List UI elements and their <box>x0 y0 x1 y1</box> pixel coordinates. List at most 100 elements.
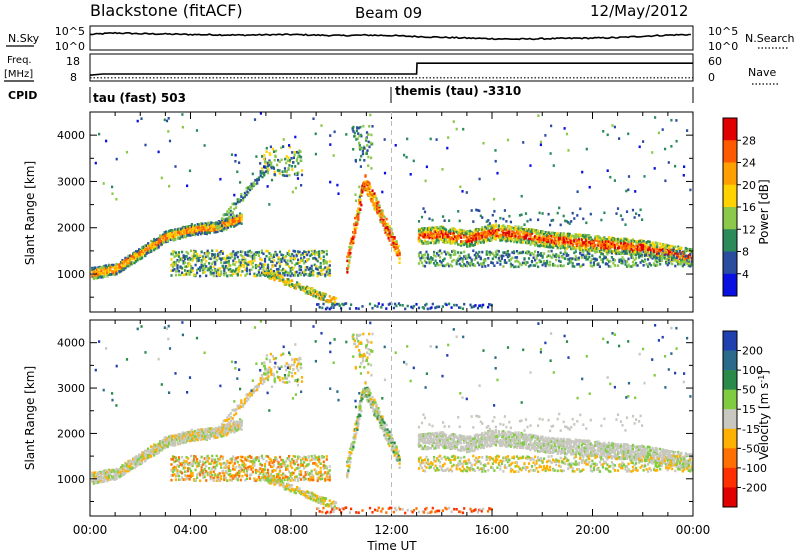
power-cell <box>454 229 457 233</box>
power-cell <box>254 182 257 186</box>
power-cell <box>547 245 550 249</box>
power-cell <box>476 261 479 265</box>
power-cell <box>478 239 481 243</box>
freq-unit-label: [MHz] <box>4 69 33 80</box>
power-cell <box>553 232 556 236</box>
power-cell <box>511 238 514 241</box>
power-cell <box>479 256 482 260</box>
power-cell <box>260 249 263 252</box>
power-cell <box>521 251 525 254</box>
power-cell <box>101 275 104 279</box>
power-cell <box>247 261 250 264</box>
power-cell <box>398 253 401 257</box>
power-cell <box>567 262 570 265</box>
power-cell <box>350 246 353 249</box>
power-cell <box>591 248 594 252</box>
power-cell <box>512 231 516 234</box>
power-cell <box>496 232 499 236</box>
power-cell <box>286 159 289 162</box>
power-cell <box>448 252 451 256</box>
power-cell <box>675 256 678 259</box>
power-cell <box>571 265 574 268</box>
power-cell <box>451 236 454 240</box>
power-cell <box>272 273 275 277</box>
power-cell <box>111 185 114 189</box>
power-cell <box>562 214 565 218</box>
power-cell <box>208 231 211 235</box>
power-cell <box>622 240 626 243</box>
power-cell <box>476 306 480 310</box>
power-cell <box>686 262 689 266</box>
power-cell <box>379 220 382 224</box>
power-cell <box>689 188 692 192</box>
power-cell <box>429 256 433 260</box>
power-cell <box>463 263 466 266</box>
power-cell <box>618 246 621 250</box>
power-cell <box>166 235 169 238</box>
power-cell <box>689 264 692 268</box>
power-cell <box>437 232 440 236</box>
power-cell <box>154 242 157 246</box>
power-cell <box>291 190 294 194</box>
power-cell <box>354 231 357 234</box>
power-cell <box>281 170 284 173</box>
power-cell <box>497 235 500 238</box>
power-cell <box>205 231 208 235</box>
power-cell <box>256 251 259 254</box>
power-cell <box>619 241 623 245</box>
power-cell <box>298 265 301 268</box>
power-cell <box>269 145 272 149</box>
power-cell <box>145 248 148 252</box>
power-cell <box>298 250 301 254</box>
power-cell <box>595 263 598 266</box>
power-cell <box>236 221 239 224</box>
power-cell <box>618 259 621 262</box>
power-cell <box>242 256 245 259</box>
power-cell <box>278 169 281 172</box>
power-cell <box>681 258 684 261</box>
power-cell <box>187 233 190 237</box>
power-cell <box>195 225 198 229</box>
power-cell <box>227 261 230 265</box>
power-cell <box>226 261 229 264</box>
power-cell <box>347 264 350 267</box>
power-cell <box>555 244 558 247</box>
power-cell <box>357 307 360 310</box>
power-cell <box>604 246 607 250</box>
power-cell <box>163 231 166 234</box>
power-cell <box>294 186 297 190</box>
power-cell <box>601 248 604 251</box>
power-cell <box>230 270 233 273</box>
power-cell <box>183 230 186 234</box>
power-cell <box>386 222 389 226</box>
power-cell <box>233 207 236 211</box>
power-cell <box>268 161 271 164</box>
power-cell <box>218 273 221 277</box>
power-cell <box>286 279 289 282</box>
power-cell <box>333 297 336 301</box>
power-cell <box>361 190 364 194</box>
power-cell <box>478 304 481 308</box>
power-cell <box>515 256 519 259</box>
power-cell <box>466 260 469 264</box>
power-cell <box>497 224 500 228</box>
power-cell <box>248 254 251 258</box>
power-cell <box>390 235 393 239</box>
power-cell <box>367 189 370 193</box>
noise-panel-frame <box>89 25 694 51</box>
power-cell <box>100 276 103 279</box>
power-cell <box>610 256 613 259</box>
power-cell <box>524 263 528 266</box>
power-cell <box>660 252 663 255</box>
power-cell <box>668 261 671 265</box>
power-cell <box>247 263 250 266</box>
power-cell <box>625 246 629 249</box>
power-cell <box>203 256 206 260</box>
power-cell <box>589 259 592 263</box>
power-cell <box>280 278 284 282</box>
power-cell <box>128 260 132 263</box>
power-cell <box>423 259 427 263</box>
power-cell <box>360 203 363 207</box>
power-cell <box>338 304 341 307</box>
power-cell <box>174 228 177 231</box>
